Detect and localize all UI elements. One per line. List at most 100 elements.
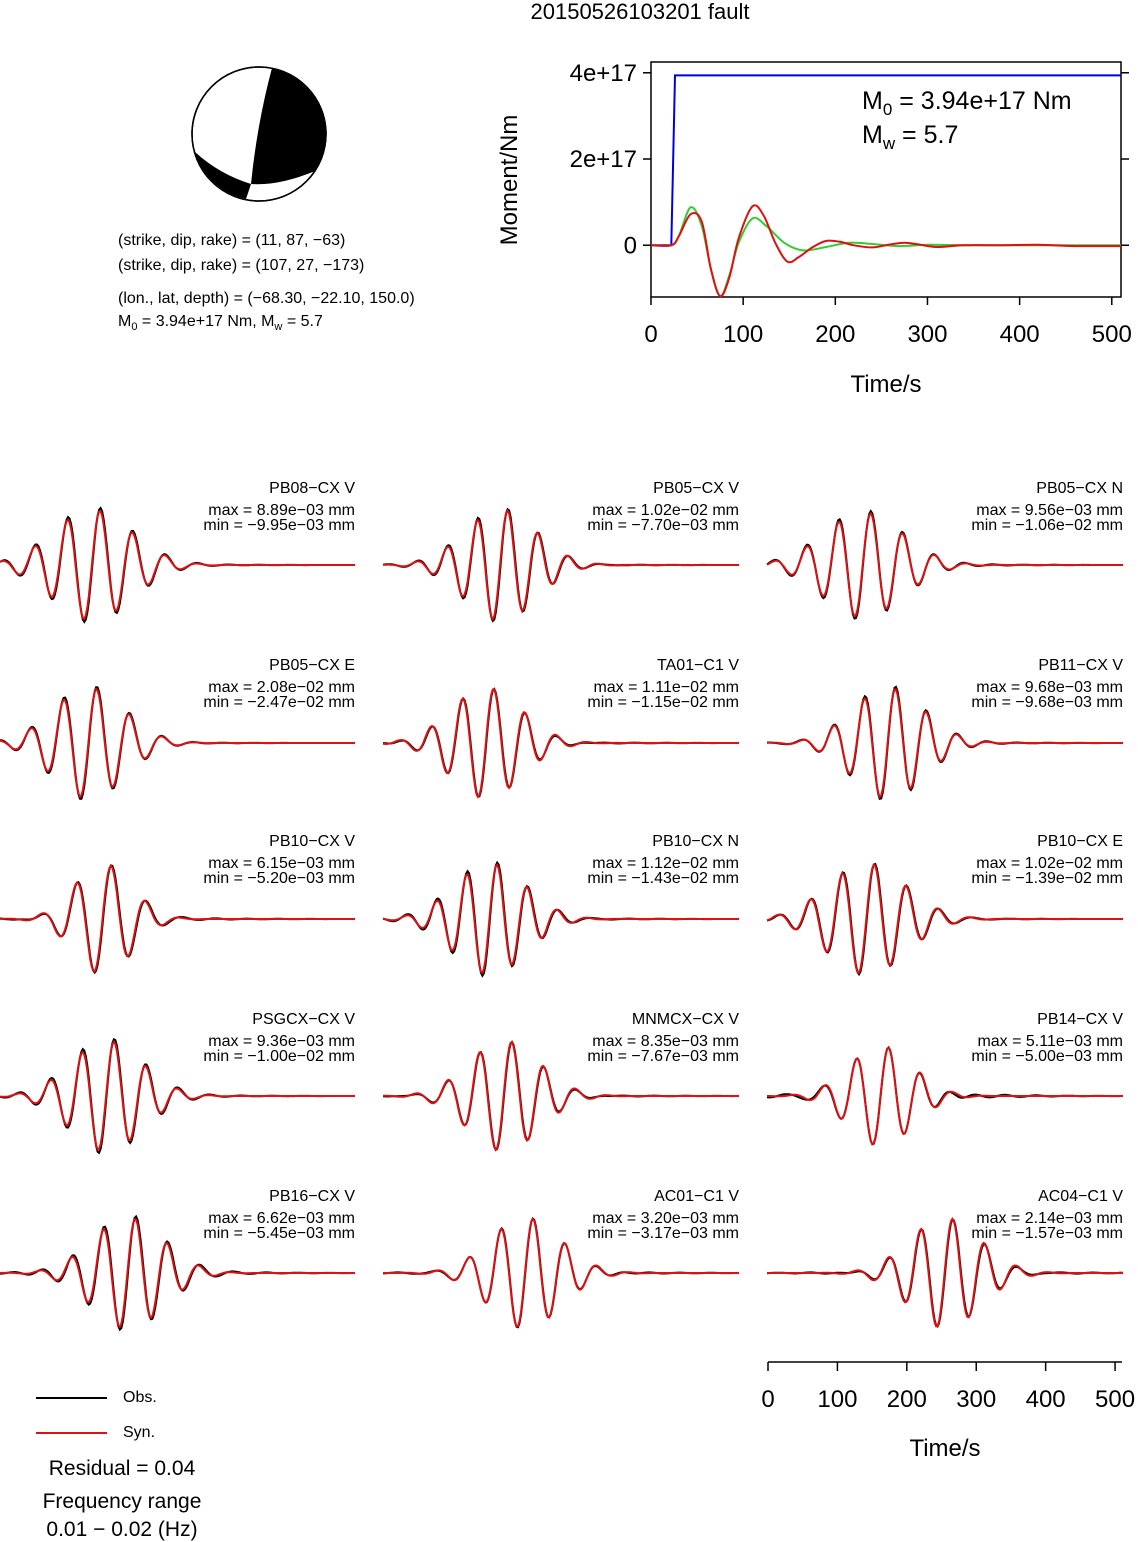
station-name: PB05−CX V (653, 480, 739, 497)
beachball-compression-right (251, 68, 327, 185)
synthetic-trace (0, 510, 355, 621)
observed-trace (0, 864, 355, 975)
trace-xtick-label: 100 (817, 1386, 857, 1413)
station-min: min = −1.39e−02 mm (971, 870, 1123, 887)
magnitude-info: M0 = 3.94e+17 Nm, Mw = 5.7 (118, 313, 323, 334)
trace-xtick-label: 300 (956, 1386, 996, 1413)
station-max: max = 3.20e−03 mm (592, 1210, 739, 1227)
residual-text: Residual = 0.04 (48, 1457, 196, 1480)
stf-ylabel: Moment/Nm (496, 115, 523, 246)
stf-xtick-label: 300 (907, 321, 947, 348)
beachball-rim (191, 66, 327, 202)
frequency-label: Frequency range (42, 1490, 202, 1513)
station-max: max = 8.89e−03 mm (208, 502, 355, 519)
station-max: max = 9.56e−03 mm (976, 502, 1123, 519)
observed-trace (767, 685, 1123, 801)
station-max: max = 9.36e−03 mm (208, 1033, 355, 1050)
legend-syn-label: Syn. (123, 1424, 156, 1441)
station-min: min = −1.15e−02 mm (587, 694, 739, 711)
station-min: min = −1.00e−02 mm (203, 1048, 355, 1065)
beachball-compression-left (195, 152, 251, 199)
station-name: TA01−C1 V (657, 657, 739, 674)
nodal-plane-2: (strike, dip, rake) = (107, 27, −173) (118, 257, 365, 274)
station-min: min = −3.17e−03 mm (587, 1225, 739, 1242)
station-max: max = 6.62e−03 mm (208, 1210, 355, 1227)
synthetic-trace (767, 1046, 1123, 1146)
observed-trace (766, 1218, 1123, 1329)
location-info: (lon., lat, depth) = (−68.30, −22.10, 15… (118, 290, 415, 307)
observed-trace (0, 686, 355, 800)
trace-xtick-label: 200 (887, 1386, 927, 1413)
frequency-value: 0.01 − 0.02 (Hz) (46, 1518, 198, 1541)
synthetic-trace (383, 1217, 739, 1328)
synthetic-trace (0, 864, 355, 973)
nodal-plane-1: (strike, dip, rake) = (11, 87, −63) (118, 232, 346, 249)
synthetic-trace (0, 687, 355, 798)
stf-xtick-label: 400 (1000, 321, 1040, 348)
station-name: AC04−C1 V (1038, 1188, 1123, 1205)
station-min: min = −7.70e−03 mm (587, 517, 739, 534)
station-max: max = 5.11e−03 mm (977, 1033, 1123, 1050)
observed-trace (382, 687, 739, 798)
synthetic-trace (383, 508, 739, 621)
station-name: PB05−CX N (1036, 480, 1123, 497)
page-title: 20150526103201 fault (530, 0, 750, 24)
station-min: min = −1.06e−02 mm (971, 517, 1123, 534)
station-name: PB10−CX V (269, 833, 355, 850)
synthetic-trace (382, 863, 739, 975)
synthetic-trace (766, 863, 1123, 974)
observed-trace (766, 509, 1123, 620)
station-max: max = 6.15e−03 mm (208, 855, 355, 872)
stf-ytick-label: 2e+17 (570, 146, 637, 173)
beachball-icon (191, 66, 327, 202)
station-name: MNMCX−CX V (632, 1011, 739, 1028)
station-min: min = −5.45e−03 mm (203, 1225, 355, 1242)
stf-xtick-label: 0 (644, 321, 657, 348)
stf-annotation-mw: Mw = 5.7 (862, 121, 958, 153)
station-max: max = 9.68e−03 mm (976, 679, 1123, 696)
station-max: max = 2.14e−03 mm (976, 1210, 1123, 1227)
station-name: PB10−CX E (1037, 833, 1123, 850)
station-name: PB14−CX V (1037, 1011, 1123, 1028)
observed-trace (766, 1045, 1123, 1146)
station-min: min = −9.68e−03 mm (971, 694, 1123, 711)
stf-red-line (650, 204, 1122, 298)
observed-trace (0, 1037, 355, 1155)
station-max: max = 1.12e−02 mm (592, 855, 739, 872)
station-max: max = 1.02e−02 mm (976, 855, 1123, 872)
synthetic-trace (766, 511, 1123, 618)
station-min: min = −7.67e−03 mm (587, 1048, 739, 1065)
stf-ytick-label: 4e+17 (570, 60, 637, 87)
legend-obs-label: Obs. (123, 1389, 157, 1406)
station-min: min = −5.20e−03 mm (203, 870, 355, 887)
observed-trace (383, 1216, 740, 1329)
station-min: min = −2.47e−02 mm (203, 694, 355, 711)
observed-trace (766, 862, 1123, 977)
synthetic-trace (0, 1218, 355, 1329)
stf-xtick-label: 200 (815, 321, 855, 348)
synthetic-trace (767, 1217, 1123, 1328)
station-min: min = −1.57e−03 mm (971, 1225, 1123, 1242)
station-max: max = 1.02e−02 mm (592, 502, 739, 519)
station-min: min = −5.00e−03 mm (971, 1048, 1123, 1065)
stf-ytick-label: 0 (624, 232, 637, 259)
trace-xtick-label: 400 (1026, 1386, 1066, 1413)
station-max: max = 1.11e−02 mm (593, 679, 739, 696)
station-name: AC01−C1 V (654, 1188, 739, 1205)
stf-plot-frame (650, 61, 1122, 298)
stf-green-line (650, 206, 1121, 298)
stf-xlabel: Time/s (850, 371, 921, 398)
trace-xtick-label: 0 (761, 1386, 774, 1413)
station-name: PB10−CX N (652, 833, 739, 850)
synthetic-trace (0, 1040, 355, 1151)
